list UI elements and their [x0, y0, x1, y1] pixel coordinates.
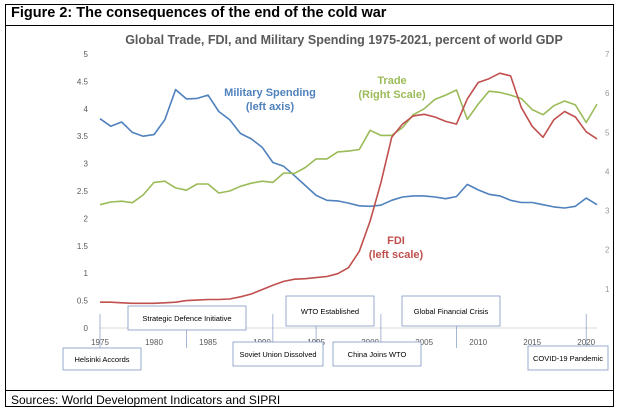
series-label-line: (left axis): [246, 101, 295, 113]
annotation-box: [62, 347, 142, 371]
series-label-line: FDI: [387, 235, 405, 247]
series-label-line: (left scale): [369, 249, 424, 261]
annotation-label: Soviet Union Dissolved: [239, 350, 316, 359]
source-note: Sources: World Development Indicators an…: [11, 393, 281, 407]
annotation-label: COVID-19 Pandemic: [533, 354, 603, 363]
annotation-box: [127, 305, 247, 331]
source-divider: [5, 390, 614, 391]
right-tick-label: 2: [605, 246, 610, 255]
left-tick-label: 1: [84, 269, 89, 278]
series-line-military-spending: [99, 88, 598, 209]
x-tick-label: 2010: [469, 338, 487, 347]
annotation-box: [332, 341, 422, 367]
right-tick-label: 7: [605, 50, 610, 59]
annotations: Helsinki Accords Strategic Defence Initia…: [62, 295, 609, 371]
annotation-box: [232, 341, 324, 367]
left-tick-label: 0: [84, 324, 89, 333]
annotation-box: [401, 295, 501, 327]
chart-title: Global Trade, FDI, and Military Spending…: [125, 33, 563, 47]
left-tick-label: 4: [84, 105, 89, 114]
right-tick-label: 1: [605, 285, 610, 294]
series-label-line: Trade: [377, 75, 406, 87]
annotation-label: China Joins WTO: [348, 350, 407, 359]
left-tick-label: 3.5: [77, 132, 89, 141]
annotation-label: Global Financial Crisis: [414, 307, 489, 316]
series-label-military-spending: Military Spending (left axis): [224, 87, 316, 113]
right-tick-label: 6: [605, 89, 610, 98]
annotation-box: [527, 345, 609, 371]
figure-title: Figure 2: The consequences of the end of…: [11, 5, 387, 21]
annotation-label: WTO Established: [301, 307, 359, 316]
right-tick-label: 5: [605, 128, 610, 137]
x-tick-label: 1980: [145, 338, 163, 347]
left-tick-label: 0.5: [77, 297, 89, 306]
right-tick-label: 3: [605, 207, 610, 216]
title-divider: [5, 25, 614, 26]
x-tick-label: 2005: [415, 338, 433, 347]
left-tick-label: 2: [84, 214, 89, 223]
x-tick-label: 2015: [523, 338, 541, 347]
left-tick-label: 3: [84, 160, 89, 169]
right-tick-label: 4: [605, 167, 610, 176]
left-tick-label: 4.5: [77, 77, 89, 86]
series-label-line: Military Spending: [224, 87, 316, 99]
left-tick-label: 1.5: [77, 242, 89, 251]
series-label-trade: Trade (Right Scale): [358, 75, 426, 101]
series-lines: [99, 72, 598, 305]
figure-frame: [5, 4, 614, 407]
annotation-label: Helsinki Accords: [74, 355, 129, 364]
series-labels: Military Spending (left axis) Trade (Right …: [224, 75, 426, 261]
left-tick-label: 5: [84, 50, 89, 59]
series-label-line: (Right Scale): [358, 89, 426, 101]
series-line-fdi: [100, 72, 598, 305]
series-label-fdi: FDI (left scale): [369, 235, 424, 261]
annotation-box: [285, 295, 375, 327]
series-line-trade: [99, 89, 598, 206]
annotation-label: Strategic Defence Initiative: [142, 314, 231, 323]
left-tick-label: 2.5: [77, 187, 89, 196]
x-tick-label: 1985: [199, 338, 217, 347]
